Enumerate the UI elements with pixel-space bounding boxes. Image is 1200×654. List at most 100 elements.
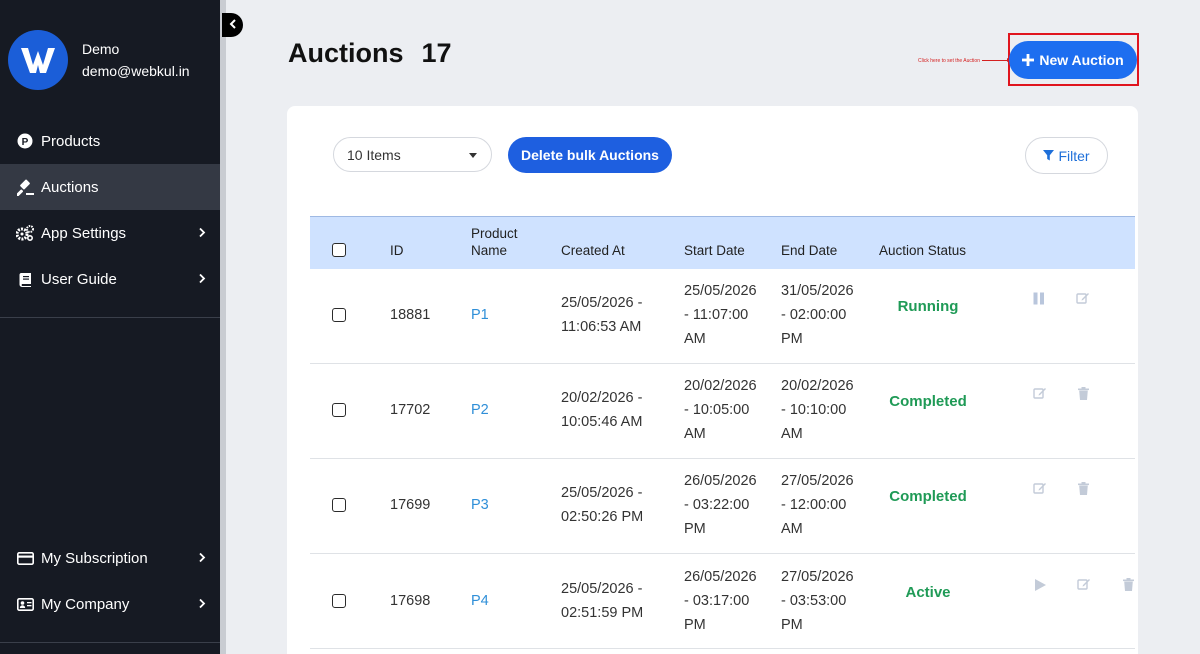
start-date-line: 26/05/2026 xyxy=(684,569,757,585)
new-auction-hint: Click here to set the Auction xyxy=(918,58,980,64)
id-card-icon xyxy=(16,595,34,613)
created-date: 25/05/2026 - xyxy=(561,581,643,597)
table-row: 17699 P3 25/05/2026 - 02:50:26 PM 26/05/… xyxy=(310,459,1135,554)
end-date: 31/05/2026 - 02:00:00 PM xyxy=(781,279,854,351)
column-product-name: Product Name xyxy=(471,225,518,259)
play-icon[interactable] xyxy=(1035,579,1046,591)
select-all-checkbox[interactable] xyxy=(332,243,346,257)
items-per-page-value: 10 Items xyxy=(347,146,401,163)
end-ampm-line: PM xyxy=(781,617,803,633)
start-date: 20/02/2026 - 10:05:00 AM xyxy=(684,374,757,446)
user-email: demo@webkul.in xyxy=(82,63,190,79)
nav-label: Products xyxy=(41,132,101,150)
table-header: ID Product Name Created At Start Date En… xyxy=(310,216,1135,269)
trash-icon[interactable] xyxy=(1078,482,1089,495)
created-date: 25/05/2026 - xyxy=(561,295,643,311)
filter-label: Filter xyxy=(1058,147,1090,164)
nav-item-user-guide[interactable]: User Guide xyxy=(0,256,220,302)
nav-item-my-subscription[interactable]: My Subscription xyxy=(0,535,220,581)
nav-label: Auctions xyxy=(41,178,99,196)
main-nav: P Products Auctions App Settings User Gu… xyxy=(0,118,220,302)
end-date: 27/05/2026 - 03:53:00 PM xyxy=(781,565,854,637)
end-date: 20/02/2026 - 10:10:00 AM xyxy=(781,374,854,446)
row-checkbox[interactable] xyxy=(332,594,346,608)
product-p-icon: P xyxy=(16,132,34,150)
created-date: 20/02/2026 - xyxy=(561,390,643,406)
start-time-line: - 03:22:00 xyxy=(684,497,750,513)
start-time-line: - 10:05:00 xyxy=(684,402,750,418)
account-nav: My Subscription My Company xyxy=(0,535,220,627)
status-badge: Completed xyxy=(889,488,967,505)
status-badge: Completed xyxy=(889,393,967,410)
filter-button[interactable]: Filter xyxy=(1025,137,1108,174)
edit-icon[interactable] xyxy=(1033,481,1047,495)
row-checkbox[interactable] xyxy=(332,498,346,512)
chevron-right-icon xyxy=(198,550,206,567)
end-ampm-line: AM xyxy=(781,521,803,537)
page-title-text: Auctions xyxy=(288,38,404,68)
edit-icon[interactable] xyxy=(1077,577,1091,591)
user-profile: Demo demo@webkul.in xyxy=(8,30,190,90)
product-link[interactable]: P1 xyxy=(471,307,489,323)
status-badge: Running xyxy=(897,298,959,315)
start-date-line: 25/05/2026 xyxy=(684,283,757,299)
nav-item-app-settings[interactable]: App Settings xyxy=(0,210,220,256)
row-checkbox[interactable] xyxy=(332,308,346,322)
page-title: Auctions 17 xyxy=(288,38,452,69)
chevron-right-icon xyxy=(198,271,206,288)
auction-count: 17 xyxy=(421,38,452,68)
start-time-line: - 03:17:00 xyxy=(684,593,750,609)
edit-icon[interactable] xyxy=(1076,291,1090,305)
nav-label: App Settings xyxy=(41,224,127,242)
created-at: 25/05/2026 - 02:51:59 PM xyxy=(561,577,643,625)
created-date: 25/05/2026 - xyxy=(561,485,643,501)
column-product-name-line2: Name xyxy=(471,243,508,258)
column-product-name-line1: Product xyxy=(471,226,518,241)
plus-icon xyxy=(1022,51,1035,69)
start-time-line: - 11:07:00 xyxy=(684,307,749,323)
auction-id: 18881 xyxy=(390,307,431,323)
book-icon xyxy=(16,270,34,288)
auction-id: 17702 xyxy=(390,402,431,418)
start-ampm-line: PM xyxy=(684,521,706,537)
column-end-date: End Date xyxy=(781,243,838,258)
start-ampm-line: AM xyxy=(684,331,706,347)
created-time: 02:50:26 PM xyxy=(561,509,644,525)
filter-icon xyxy=(1043,150,1055,161)
end-date-line: 31/05/2026 xyxy=(781,283,854,299)
trash-icon[interactable] xyxy=(1078,387,1089,400)
created-time: 11:06:53 AM xyxy=(561,319,642,335)
nav-item-auctions[interactable]: Auctions xyxy=(0,164,220,210)
nav-label: My Company xyxy=(41,595,130,613)
product-link[interactable]: P3 xyxy=(471,497,489,513)
start-date: 25/05/2026 - 11:07:00 AM xyxy=(684,279,757,351)
table-row: 17702 P2 20/02/2026 - 10:05:46 AM 20/02/… xyxy=(310,364,1135,459)
end-date: 27/05/2026 - 12:00:00 AM xyxy=(781,469,854,541)
column-id: ID xyxy=(390,243,404,258)
new-auction-button[interactable]: New Auction xyxy=(1009,41,1137,79)
items-per-page-select[interactable]: 10 Items xyxy=(333,137,492,172)
nav-label: My Subscription xyxy=(41,549,148,567)
collapse-sidebar-button[interactable] xyxy=(222,13,243,37)
gears-icon xyxy=(16,224,34,242)
sidebar-edge xyxy=(220,0,226,654)
product-link[interactable]: P4 xyxy=(471,593,489,609)
delete-bulk-auctions-button[interactable]: Delete bulk Auctions xyxy=(508,137,672,173)
created-time: 02:51:59 PM xyxy=(561,605,644,621)
pause-icon[interactable] xyxy=(1033,292,1045,305)
nav-item-products[interactable]: P Products xyxy=(0,118,220,164)
gavel-icon xyxy=(16,178,34,196)
row-checkbox[interactable] xyxy=(332,403,346,417)
edit-icon[interactable] xyxy=(1033,386,1047,400)
product-link[interactable]: P2 xyxy=(471,402,489,418)
nav-item-my-company[interactable]: My Company xyxy=(0,581,220,627)
chevron-left-icon xyxy=(229,16,237,34)
end-date-line: 27/05/2026 xyxy=(781,473,854,489)
start-date: 26/05/2026 - 03:22:00 PM xyxy=(684,469,757,541)
sidebar: Demo demo@webkul.in P Products Auctions … xyxy=(0,0,220,654)
table-row: 18881 P1 25/05/2026 - 11:06:53 AM 25/05/… xyxy=(310,269,1135,364)
created-time: 10:05:46 AM xyxy=(561,414,643,430)
caret-down-icon xyxy=(469,153,477,158)
status-badge: Active xyxy=(905,584,951,601)
trash-icon[interactable] xyxy=(1123,578,1134,591)
